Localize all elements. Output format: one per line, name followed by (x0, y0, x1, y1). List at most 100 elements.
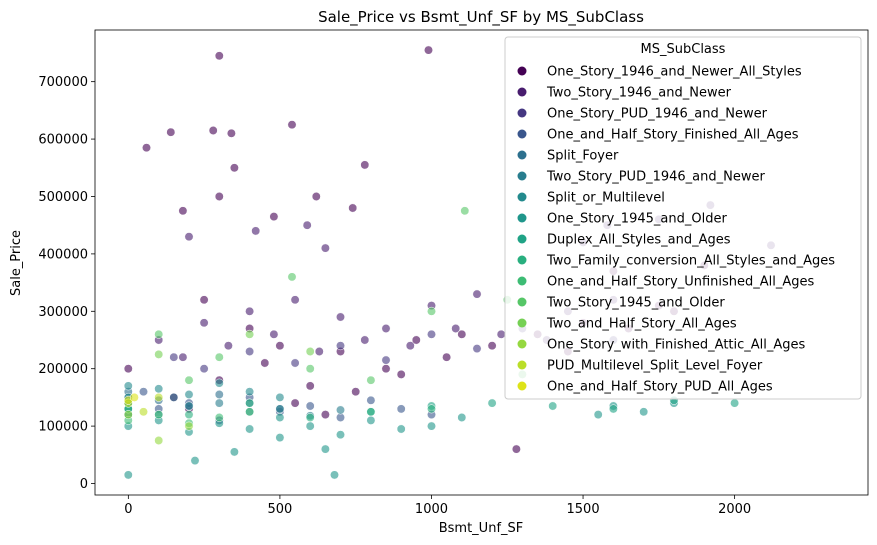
legend-items: One_Story_1946_and_Newer_All_Styles Two_S… (517, 65, 835, 395)
y-axis-label: Sale_Price (9, 230, 24, 296)
y-tick-label: 600000 (38, 133, 88, 148)
data-point (366, 407, 376, 417)
legend-label: One_and_Half_Story_PUD_All_Ages (547, 380, 773, 395)
data-point (154, 392, 164, 402)
data-point (178, 206, 188, 216)
legend-item: One_Story_PUD_1946_and_Newer (517, 107, 768, 122)
legend-frame (504, 36, 862, 400)
data-point (154, 384, 164, 394)
legend-label: Duplex_All_Styles_and_Ages (547, 233, 731, 248)
data-point (366, 395, 376, 405)
data-point (305, 364, 315, 374)
data-point (245, 398, 255, 408)
data-point (214, 398, 224, 408)
data-point (229, 447, 239, 457)
legend-marker (517, 150, 527, 160)
data-point (320, 410, 330, 420)
data-point (593, 410, 603, 420)
data-point (226, 128, 236, 138)
data-point (457, 329, 467, 339)
data-point (548, 401, 558, 411)
data-point (208, 126, 218, 135)
data-point (336, 341, 345, 351)
legend-item: One_and_Half_Story_Unfinished_All_Ages (517, 275, 815, 290)
data-point (184, 401, 194, 411)
legend-item: One_and_Half_Story_PUD_All_Ages (517, 380, 773, 395)
data-point (184, 410, 194, 420)
legend-item: Split_or_Multilevel (517, 191, 665, 206)
data-point (129, 392, 139, 402)
data-point (496, 329, 506, 339)
data-point (139, 387, 148, 397)
data-point (245, 424, 255, 434)
legend-label: PUD_Multilevel_Split_Level_Foyer (547, 359, 763, 374)
legend-item: Two_and_Half_Story_All_Ages (517, 317, 737, 332)
data-point (427, 306, 436, 316)
data-point (381, 364, 391, 374)
y-tick-label: 400000 (38, 247, 88, 262)
data-point (269, 212, 279, 222)
data-point (290, 295, 300, 305)
y-axis-ticks: 0 100000 200000 300000 400000 500000 600000 700… (38, 75, 95, 492)
data-point (305, 347, 315, 356)
legend-label: One_Story_with_Finished_Attic_All_Ages (547, 338, 806, 353)
legend-label: Two_and_Half_Story_All_Ages (546, 317, 737, 332)
data-point (442, 352, 452, 362)
x-tick-label: 2000 (718, 502, 751, 517)
legend-item: Two_Story_1946_and_Newer (517, 86, 732, 101)
data-point (154, 410, 164, 420)
legend-marker (517, 318, 527, 328)
y-tick-label: 100000 (38, 420, 88, 435)
legend-item: Two_Family_conversion_All_Styles_and_Age… (517, 254, 835, 269)
data-point (487, 341, 497, 351)
legend-item: One_Story_with_Finished_Attic_All_Ages (517, 338, 806, 353)
data-point (260, 358, 270, 368)
data-point (184, 390, 194, 399)
data-point (214, 51, 224, 61)
legend-marker (517, 381, 527, 391)
data-point (269, 329, 279, 339)
data-point (290, 358, 300, 368)
data-point (139, 407, 148, 417)
data-point (287, 120, 297, 130)
legend-marker (517, 192, 527, 202)
legend-marker (517, 297, 527, 307)
data-point (330, 470, 339, 480)
y-tick-label: 500000 (38, 190, 88, 205)
data-point (730, 398, 740, 408)
data-point (411, 335, 421, 345)
legend-marker (517, 276, 527, 286)
legend-label: One_Story_1945_and_Older (547, 212, 727, 227)
data-point (360, 160, 370, 170)
data-point (184, 232, 194, 242)
data-point (396, 424, 406, 434)
data-point (360, 335, 370, 345)
data-point (320, 444, 330, 454)
data-point (245, 306, 255, 316)
legend-item: One_Story_1945_and_Older (517, 212, 727, 227)
legend-label: One_Story_PUD_1946_and_Newer (547, 107, 768, 122)
data-point (511, 444, 521, 454)
data-point (305, 381, 315, 391)
data-point (154, 349, 164, 359)
data-point (427, 421, 436, 431)
chart-title: Sale_Price vs Bsmt_Unf_SF by MS_SubClass (318, 8, 644, 27)
data-point (123, 381, 133, 391)
data-point (396, 404, 406, 414)
data-point (427, 404, 436, 414)
x-tick-label: 0 (124, 502, 132, 517)
data-point (396, 369, 406, 379)
legend-label: One_Story_1946_and_Newer_All_Styles (547, 65, 802, 80)
legend-marker (517, 213, 527, 223)
legend-label: Two_Family_conversion_All_Styles_and_Age… (546, 254, 835, 269)
data-point (305, 413, 315, 422)
data-point (169, 352, 179, 362)
data-point (190, 456, 200, 466)
data-point (275, 433, 285, 443)
data-point (472, 344, 482, 354)
legend-marker (517, 360, 527, 370)
legend-marker (517, 66, 527, 76)
plot-frame (94, 29, 869, 496)
legend-item: Duplex_All_Styles_and_Ages (517, 233, 731, 248)
data-point (381, 324, 391, 333)
